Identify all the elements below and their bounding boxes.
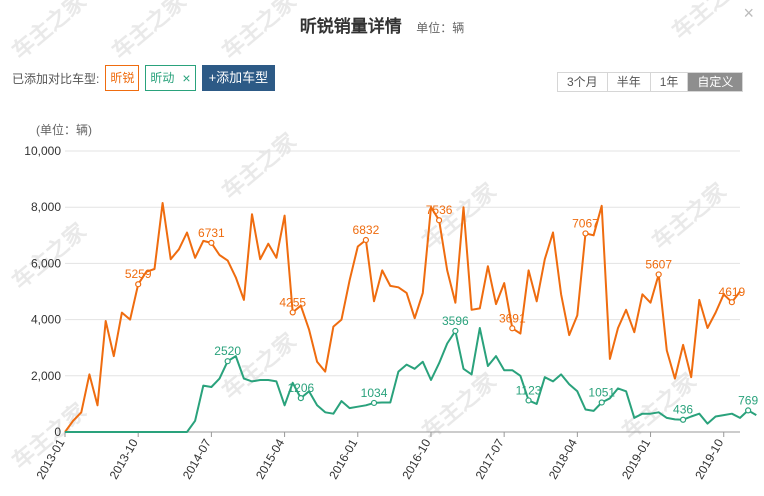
data-point <box>362 236 370 244</box>
data-label: 1206 <box>287 381 314 395</box>
page-title: 昕锐销量详情 <box>299 17 402 36</box>
x-tick-label: 2017-07 <box>473 436 507 481</box>
close-icon[interactable]: × <box>743 3 754 23</box>
data-label: 436 <box>673 403 693 417</box>
data-point <box>370 399 378 407</box>
y-tick-label: 0 <box>54 425 61 439</box>
range-custom[interactable]: 自定义 <box>687 73 743 91</box>
data-label: 769 <box>738 393 758 407</box>
watermark: 车主之家 <box>7 0 92 65</box>
range-1-year[interactable]: 1年 <box>649 73 688 91</box>
unit-note: 单位：辆 <box>416 21 465 35</box>
data-label: 5259 <box>125 267 152 281</box>
data-point <box>135 281 142 288</box>
data-label: 6832 <box>353 223 380 237</box>
y-tick-label: 6,000 <box>31 256 61 270</box>
tag-xinrui[interactable]: 昕锐 <box>105 65 140 91</box>
data-label: 2520 <box>214 344 241 358</box>
data-point <box>509 325 516 332</box>
data-label: 4619 <box>719 285 746 299</box>
data-point <box>224 358 231 365</box>
data-point <box>679 416 687 423</box>
x-tick-label: 2018-04 <box>546 436 580 481</box>
data-point <box>525 397 532 404</box>
tag-xinrui-label: 昕锐 <box>110 71 135 85</box>
y-tick-label: 8,000 <box>31 200 61 214</box>
data-label: 5607 <box>645 257 672 271</box>
data-label: 1051 <box>588 385 615 399</box>
data-point <box>289 309 296 316</box>
data-label: 1123 <box>516 383 542 397</box>
data-point <box>728 299 735 306</box>
data-label: 3596 <box>442 314 469 328</box>
watermark: 车主之家 <box>217 0 302 65</box>
watermark: 车主之家 <box>667 0 752 45</box>
data-point <box>582 230 589 237</box>
y-tick-label: 2,000 <box>31 369 61 383</box>
remove-icon[interactable]: × <box>182 70 191 86</box>
x-tick-label: 2014-07 <box>180 436 214 481</box>
range-selector: 3个月 半年 1年 自定义 <box>557 72 744 92</box>
range-half-year[interactable]: 半年 <box>606 73 650 91</box>
data-label: 4255 <box>279 295 306 309</box>
y-axis-title: (单位：辆) <box>36 122 92 137</box>
data-label: 7536 <box>426 203 453 217</box>
data-point <box>598 399 605 406</box>
data-point <box>208 239 215 246</box>
series-line-xindong <box>65 327 757 433</box>
data-point <box>452 327 459 335</box>
data-point <box>435 217 443 224</box>
data-label: 3691 <box>499 311 526 325</box>
data-point <box>655 271 662 278</box>
series-line-xinrui <box>64 202 741 433</box>
watermark: 车主之家 <box>647 177 732 254</box>
compare-label: 已添加对比车型: <box>12 71 100 86</box>
watermark: 车主之家 <box>107 0 192 65</box>
y-tick-label: 10,000 <box>24 144 61 158</box>
tag-xindong-label: 昕动 <box>150 71 175 85</box>
add-model-button[interactable]: +添加车型 <box>201 65 276 91</box>
data-label: 6731 <box>198 226 225 240</box>
x-tick-label: 2016-10 <box>399 436 433 481</box>
x-tick-label: 2013-10 <box>107 436 141 481</box>
range-3-months[interactable]: 3个月 <box>558 73 607 91</box>
data-label: 1034 <box>361 386 388 400</box>
tag-xindong[interactable]: 昕动 × <box>145 65 196 91</box>
x-tick-label: 2019-10 <box>692 436 726 481</box>
x-tick-label: 2016-01 <box>326 436 360 481</box>
x-tick-label: 2019-01 <box>619 436 653 481</box>
y-tick-label: 4,000 <box>31 313 61 327</box>
data-point <box>745 407 752 414</box>
data-label: 7067 <box>572 216 599 230</box>
x-tick-label: 2015-04 <box>253 436 287 481</box>
data-point <box>297 395 304 402</box>
title-row: 昕锐销量详情 单位：辆 <box>0 12 764 37</box>
compare-bar: 已添加对比车型: 昕锐 昕动 × +添加车型 <box>12 65 276 91</box>
watermark: 车主之家 <box>217 127 302 204</box>
